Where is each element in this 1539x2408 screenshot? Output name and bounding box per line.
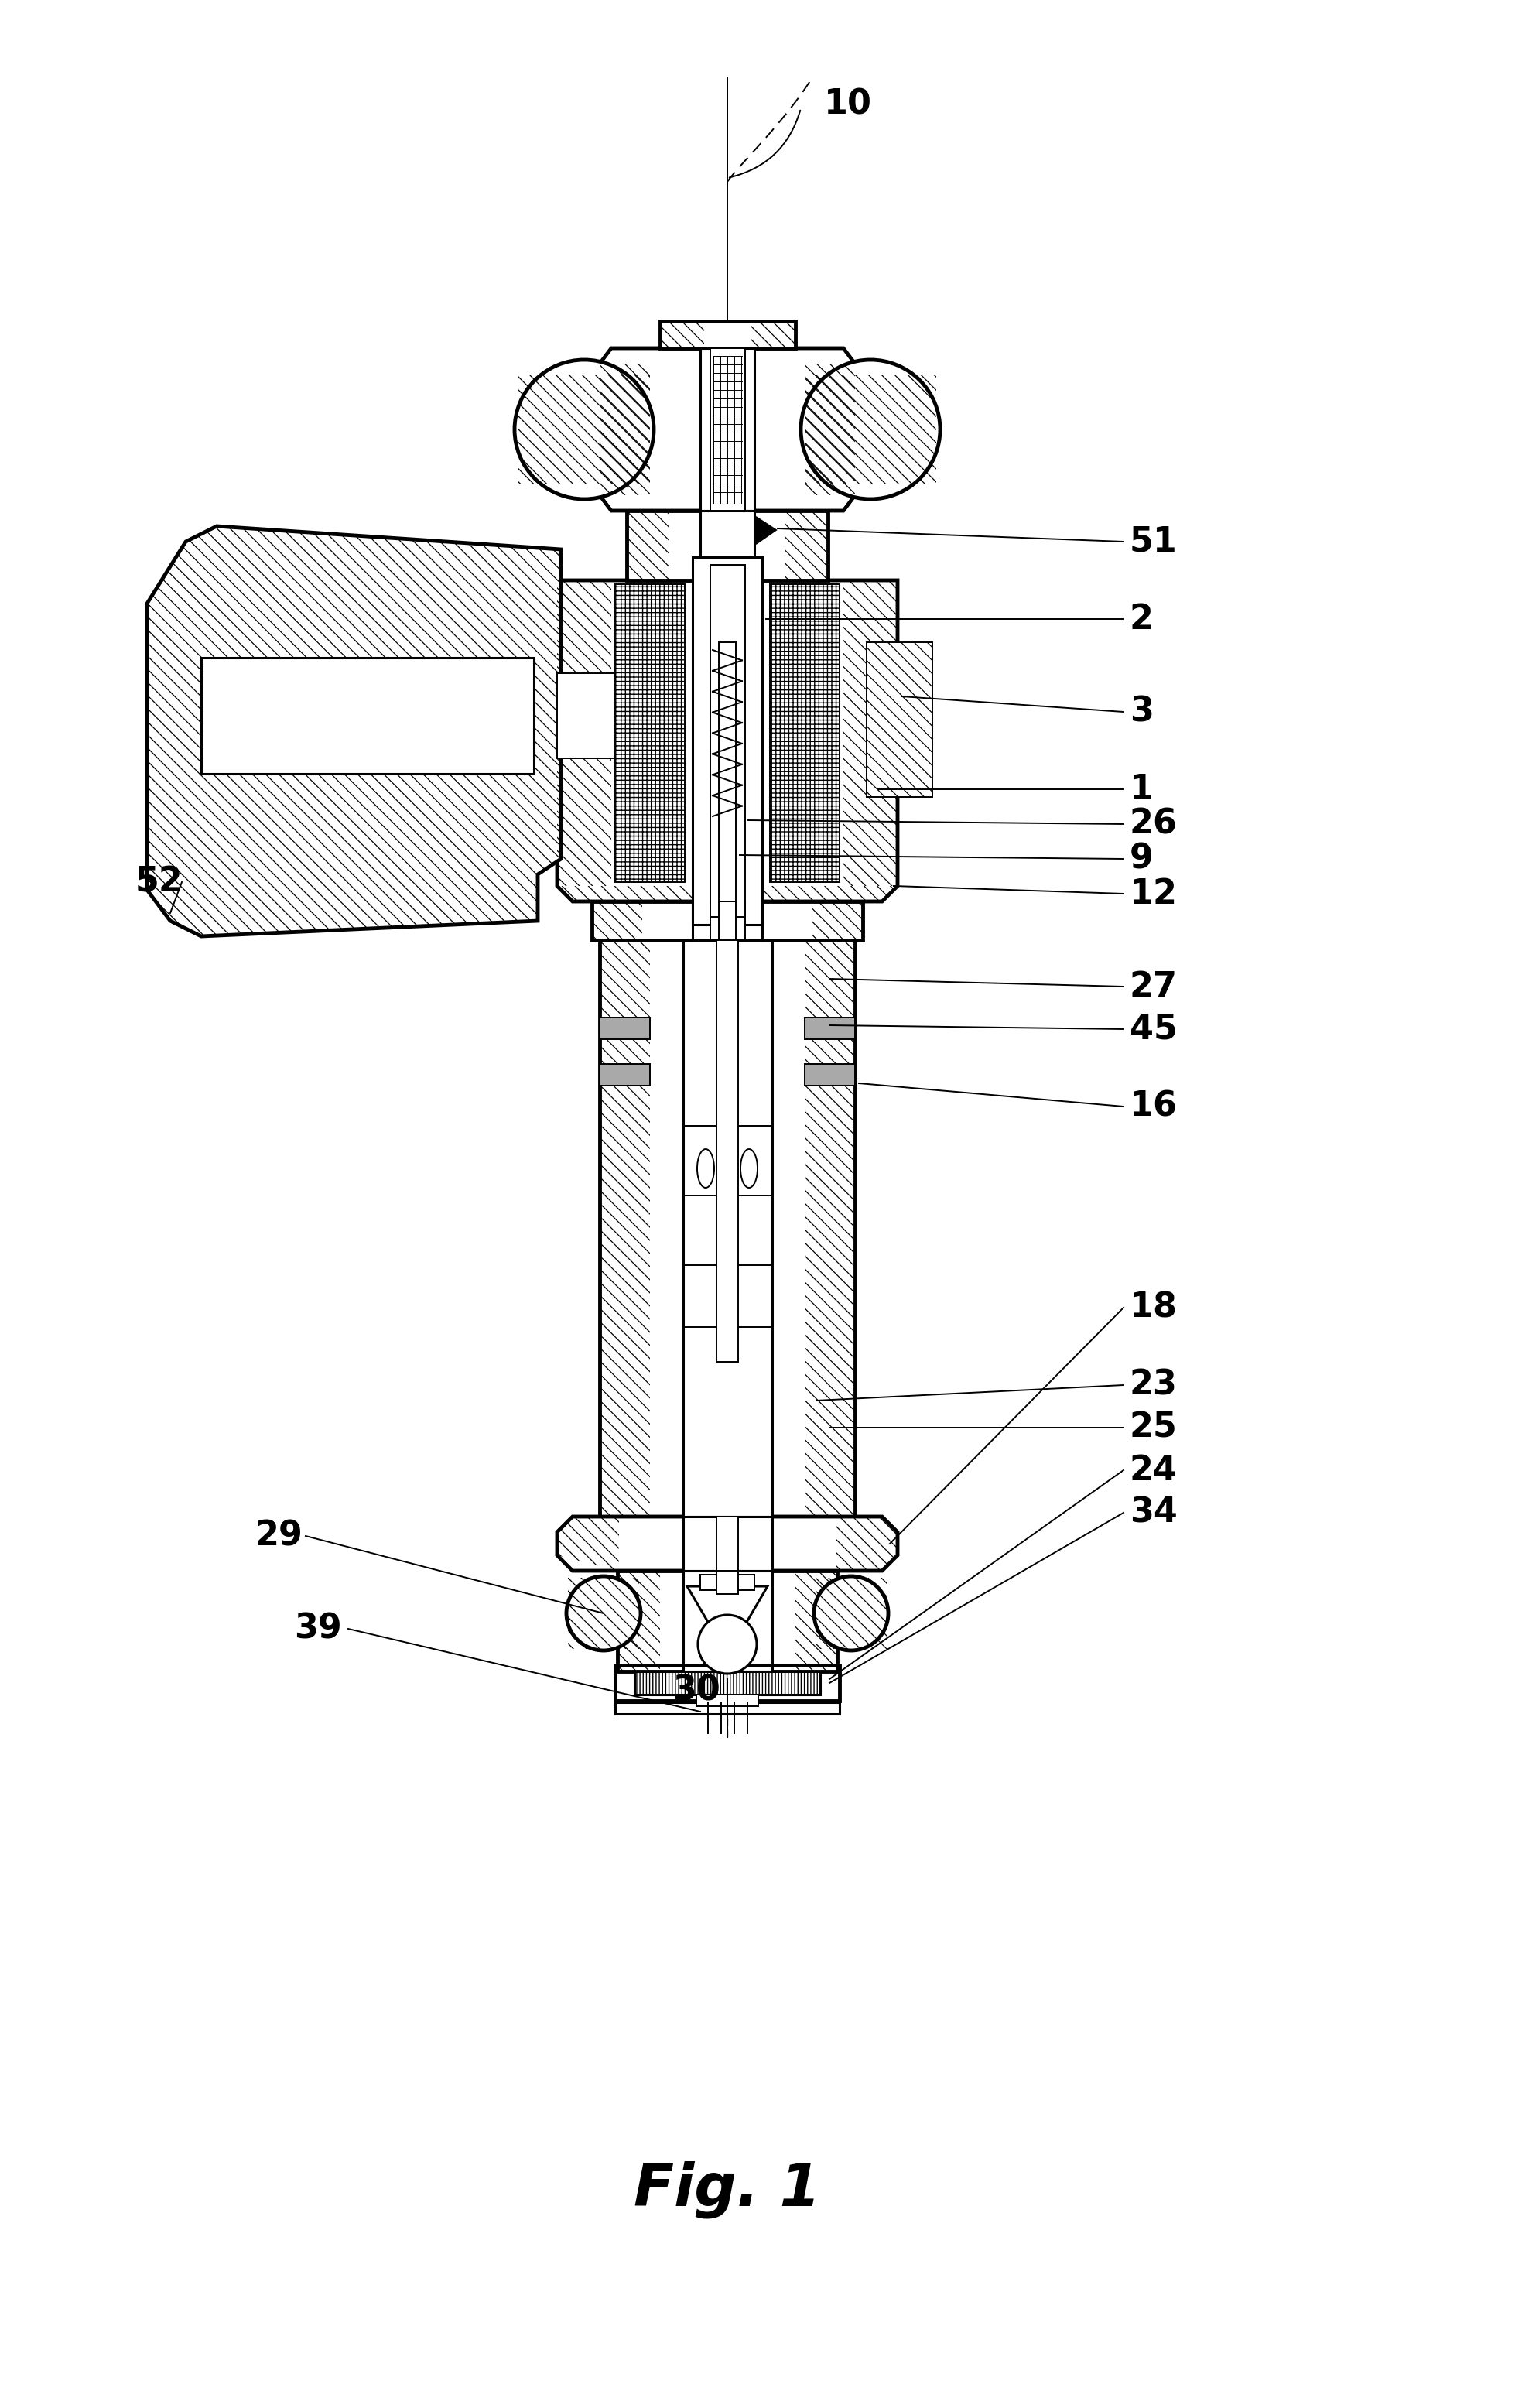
Text: 39: 39	[294, 1613, 342, 1645]
Circle shape	[514, 359, 654, 498]
Bar	[683, 1570, 773, 1671]
Bar	[805, 1019, 856, 1040]
Bar	[600, 1019, 649, 1040]
Text: 2: 2	[1130, 602, 1154, 636]
Polygon shape	[617, 1570, 837, 1671]
Bar	[593, 901, 863, 939]
Ellipse shape	[697, 1149, 714, 1187]
Text: Fig. 1: Fig. 1	[634, 2160, 820, 2218]
Bar	[700, 349, 754, 510]
Text: 45: 45	[1130, 1011, 1177, 1045]
Bar	[693, 901, 762, 939]
Text: 25: 25	[1130, 1411, 1177, 1445]
Bar	[719, 901, 736, 939]
Text: 34: 34	[1130, 1495, 1177, 1529]
Bar	[711, 349, 745, 510]
Polygon shape	[600, 349, 856, 510]
Bar	[616, 1702, 840, 1714]
Bar	[805, 1064, 856, 1086]
Text: 29: 29	[255, 1519, 303, 1553]
Ellipse shape	[740, 1149, 757, 1187]
Bar	[717, 1517, 739, 1570]
Text: 23: 23	[1130, 1368, 1177, 1401]
Bar	[711, 566, 745, 917]
Bar	[634, 1671, 820, 1695]
Text: 1: 1	[1130, 773, 1154, 807]
Text: 51: 51	[1130, 525, 1177, 559]
Bar	[700, 1575, 754, 1589]
Bar	[660, 320, 796, 349]
Bar	[626, 510, 828, 580]
Text: 12: 12	[1130, 877, 1177, 910]
Polygon shape	[756, 518, 776, 544]
Text: 27: 27	[1130, 970, 1177, 1004]
Polygon shape	[557, 580, 897, 901]
Bar	[711, 901, 745, 939]
Polygon shape	[148, 527, 562, 937]
Bar	[683, 1517, 773, 1570]
Polygon shape	[686, 1587, 768, 1633]
Bar	[557, 674, 616, 759]
Text: 30: 30	[673, 1674, 720, 1707]
Bar	[770, 585, 840, 881]
Text: 24: 24	[1130, 1454, 1177, 1486]
Text: 9: 9	[1130, 843, 1154, 877]
Text: 26: 26	[1130, 807, 1177, 840]
Circle shape	[697, 1616, 757, 1674]
Bar	[616, 585, 685, 881]
Text: 16: 16	[1130, 1091, 1177, 1122]
Bar	[696, 1695, 759, 1707]
Circle shape	[566, 1577, 640, 1649]
Text: 3: 3	[1130, 696, 1154, 730]
Bar	[600, 939, 856, 1517]
Text: 18: 18	[1130, 1291, 1177, 1324]
Bar	[616, 1666, 840, 1700]
Bar	[717, 1570, 739, 1594]
Text: 52: 52	[135, 864, 183, 898]
Circle shape	[814, 1577, 888, 1649]
Bar	[700, 510, 754, 580]
Bar	[202, 657, 534, 773]
Bar	[693, 556, 762, 925]
Bar	[717, 939, 739, 1363]
Polygon shape	[557, 1517, 897, 1570]
Bar	[600, 1064, 649, 1086]
Bar	[719, 643, 736, 901]
Circle shape	[800, 359, 940, 498]
Bar	[683, 939, 773, 1517]
Bar	[866, 643, 933, 797]
Text: 10: 10	[823, 87, 873, 120]
